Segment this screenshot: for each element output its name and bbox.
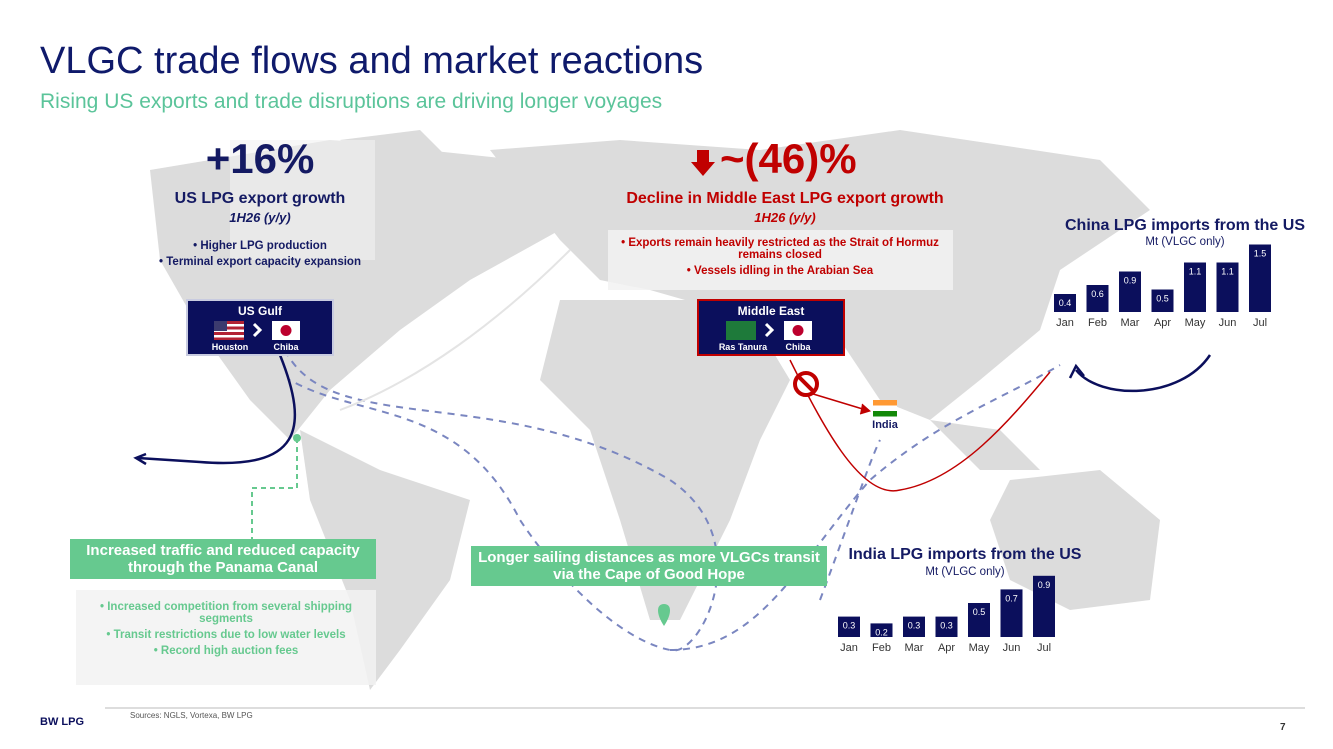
bullet: Terminal export capacity expansion [120, 256, 400, 268]
category-label: Jul [1253, 317, 1267, 329]
us-period: 1H26 (y/y) [229, 210, 291, 225]
value-label: 0.7 [1005, 593, 1018, 603]
bar [1184, 262, 1206, 312]
category-label: Feb [1088, 317, 1107, 329]
category-label: Apr [1154, 317, 1171, 329]
value-label: 0.5 [973, 607, 986, 617]
charts: 0.4 Jan 0.6 Feb 0.9 Mar 0.5 Apr 1.1 May 1.1 Jun 1.5 J… [838, 244, 1271, 654]
india-label: India [872, 419, 898, 431]
bar [838, 616, 860, 637]
bar [1216, 262, 1239, 312]
us-region: US Gulf [238, 304, 282, 318]
bar [870, 623, 893, 637]
chart-title: China LPG imports from the US [1064, 217, 1305, 234]
value-label: 0.3 [843, 621, 856, 631]
source: Sources: NGLS, Vortexa, BW LPG [130, 711, 253, 720]
bar [1054, 294, 1076, 312]
india-flag [873, 400, 897, 417]
category-label: Jun [1003, 642, 1021, 654]
chart-title: India LPG imports from the US [848, 546, 1082, 563]
value-label: 1.5 [1254, 249, 1267, 259]
us-from: Houston [211, 342, 249, 352]
category-label: Jul [1037, 642, 1051, 654]
me-bullets: Exports remain heavily restricted as the… [620, 233, 940, 281]
category-label: Feb [872, 642, 891, 654]
bar [968, 603, 990, 637]
bar [1000, 589, 1023, 637]
page-number: 7 [1280, 722, 1286, 733]
bullet: Exports remain heavily restricted as the… [620, 237, 940, 261]
chart-subtitle: Mt (VLGC only) [1145, 236, 1225, 248]
me-from: Ras Tanura [718, 342, 768, 352]
arrow-head [1068, 363, 1085, 379]
me-label: Decline in Middle East LPG export growth [626, 190, 944, 207]
us-route-box [186, 299, 334, 356]
value-label: 0.9 [1124, 276, 1137, 286]
panama-dot [293, 434, 301, 442]
me-to: Chiba [785, 342, 811, 352]
bullet: Record high auction fees [80, 645, 372, 657]
panama-leader [251, 438, 298, 540]
china-arrow [1075, 354, 1212, 393]
cape-route-east [669, 364, 1061, 651]
arrow-head [859, 403, 872, 415]
me-metric: ~(46)% [720, 135, 857, 182]
category-label: Mar [905, 642, 924, 654]
blocked-icon [796, 374, 816, 394]
bullet: Higher LPG production [120, 240, 400, 252]
bullet: Transit restrictions due to low water le… [80, 629, 372, 641]
value-label: 0.2 [875, 627, 888, 637]
value-label: 1.1 [1221, 267, 1234, 277]
chart-subtitle: Mt (VLGC only) [925, 566, 1005, 578]
us-label: US LPG export growth [174, 190, 346, 207]
arrow-head [133, 452, 147, 466]
value-label: 0.3 [908, 621, 921, 631]
us-to: Chiba [273, 342, 299, 352]
bar [1249, 244, 1271, 312]
bar [1033, 575, 1055, 637]
cape-box: Longer sailing distances as more VLGCs t… [471, 546, 827, 586]
category-label: Mar [1121, 317, 1140, 329]
panama-box: Increased traffic and reduced capacity t… [70, 539, 376, 579]
category-label: May [1185, 317, 1206, 329]
bar [1086, 285, 1109, 312]
category-label: May [969, 642, 990, 654]
category-label: Apr [938, 642, 955, 654]
bar [903, 616, 925, 637]
down-arrow [691, 150, 715, 176]
cape-pin [658, 604, 670, 626]
value-label: 0.5 [1156, 294, 1169, 304]
bar [1151, 289, 1174, 312]
category-label: Jun [1219, 317, 1237, 329]
cape-route [284, 349, 719, 652]
us-bullets: Higher LPG production Terminal export ca… [120, 236, 400, 272]
bar [1119, 271, 1141, 312]
me-region: Middle East [737, 304, 805, 318]
us-metric: +16% [205, 135, 315, 182]
value-label: 1.1 [1189, 267, 1202, 277]
category-label: Jan [1056, 317, 1074, 329]
us-pacific-route [137, 354, 297, 465]
bullet: Increased competition from several shipp… [80, 601, 372, 625]
panama-bullets: Increased competition from several shipp… [80, 597, 372, 661]
value-label: 0.6 [1091, 289, 1104, 299]
value-label: 0.9 [1038, 580, 1051, 590]
me-period: 1H26 (y/y) [754, 210, 816, 225]
subtitle: Rising US exports and trade disruptions … [40, 90, 663, 113]
me-route-box [697, 299, 845, 356]
value-label: 0.4 [1059, 298, 1072, 308]
atlantic-route [339, 249, 571, 411]
logo: BW LPG [40, 716, 84, 728]
category-label: Jan [840, 642, 858, 654]
india-route [819, 439, 881, 601]
value-label: 0.3 [940, 621, 953, 631]
bullet: Vessels idling in the Arabian Sea [620, 265, 940, 277]
bar [935, 616, 958, 637]
title: VLGC trade flows and market reactions [40, 40, 704, 82]
me-route [789, 359, 1051, 492]
